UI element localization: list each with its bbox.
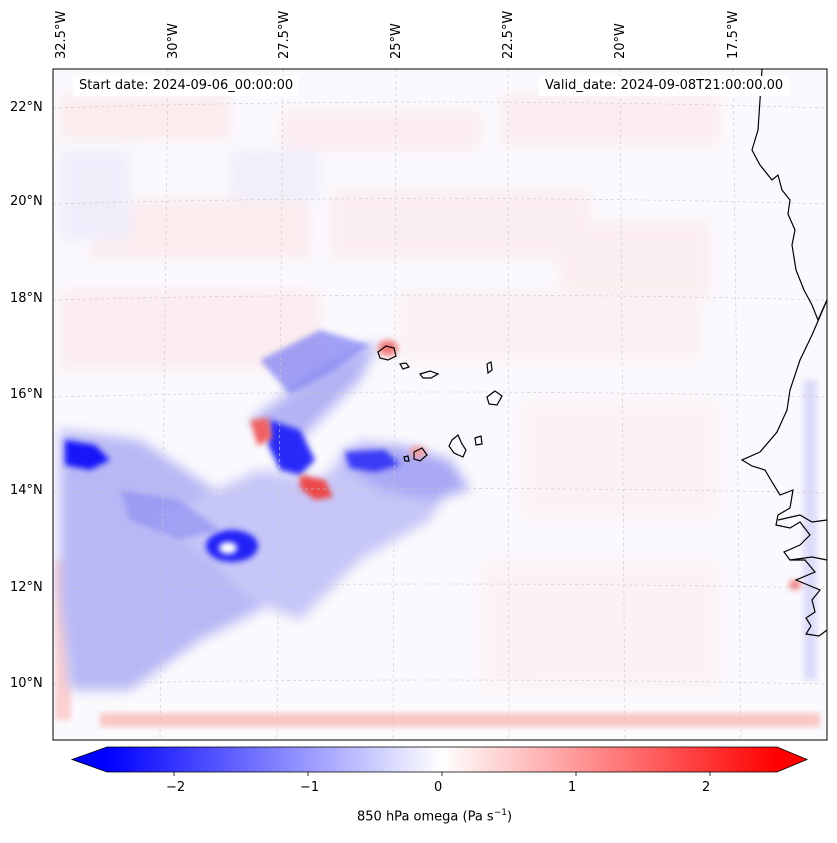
colorbar-label: 850 hPa omega (Pa s−1): [357, 808, 512, 824]
island-boa-vista: [486, 390, 503, 406]
colorbar-label-main: 850 hPa omega (Pa s: [357, 809, 494, 825]
gridline-lat-10: [53, 679, 827, 685]
island-fogo: [413, 447, 428, 462]
senegal-river-mouth: [777, 514, 828, 523]
gridline-lat-18: [53, 294, 827, 301]
gridline-lat-16: [53, 391, 827, 398]
gridline-lat-22: [53, 101, 827, 109]
valid-date-label: Valid_date: 2024-09-08T21:00:00.00: [539, 76, 790, 96]
island-sal: [486, 361, 493, 375]
start-date-label: Start date: 2024-09-06_00:00:00: [73, 76, 300, 96]
colorbar-tick-label: 2: [702, 780, 711, 795]
gridline-lat-12: [53, 583, 827, 589]
gridline-lon-22-5: [507, 69, 510, 740]
colorbar-extend-max: [777, 747, 807, 772]
lat-label-20n: 20°N: [10, 194, 43, 209]
colorbar-tick-label: 1: [568, 780, 577, 795]
island-brava: [403, 455, 410, 462]
colorbar-tick-label: 0: [434, 780, 443, 795]
colorbar: [70, 746, 809, 776]
colorbar-outline: [70, 746, 809, 773]
lon-label-20w: 20°W: [613, 23, 628, 59]
map-frame: [52, 68, 828, 741]
gridline-lon-25: [392, 69, 397, 740]
coastlines: [740, 68, 828, 637]
lon-label-27-5w: 27.5°W: [277, 10, 292, 59]
colorbar-gradient: [107, 747, 777, 772]
lat-label-12n: 12°N: [10, 580, 43, 595]
gridlines: [53, 69, 827, 740]
colorbar-label-close: ): [506, 809, 513, 825]
lat-label-10n: 10°N: [10, 676, 43, 691]
bottom-edge-band: [100, 713, 820, 727]
field-background-noise: [60, 95, 720, 690]
colorbar-tick-marks: [173, 772, 711, 776]
island-santo-antao: [377, 345, 397, 361]
map-panel: [52, 68, 828, 741]
africa-coastline-north: [751, 68, 828, 322]
island-santiago: [448, 434, 467, 458]
lat-label-18n: 18°N: [10, 291, 43, 306]
lon-label-17-5w: 17.5°W: [726, 10, 741, 59]
colorbar-tick-label: −2: [166, 780, 186, 795]
cape-verde-islands: [377, 345, 503, 462]
omega-field: [55, 95, 820, 727]
island-sao-vicente: [399, 362, 410, 370]
lon-label-30w: 30°W: [166, 23, 181, 59]
gridline-lat-14: [53, 488, 827, 494]
gridline-lon-27-5: [276, 69, 284, 740]
gridline-lon-17-5: [732, 69, 742, 740]
lat-label-22n: 22°N: [10, 100, 43, 115]
gambia-coast: [789, 556, 828, 561]
lon-label-25w: 25°W: [389, 23, 404, 59]
gridline-lon-30: [159, 69, 169, 740]
island-maio: [474, 435, 483, 446]
gridline-lon-20: [619, 69, 626, 740]
lat-label-16n: 16°N: [10, 387, 43, 402]
island-sao-nicolau: [419, 370, 440, 379]
colorbar-tick-label: −1: [300, 780, 320, 795]
blue-cores: [65, 330, 400, 562]
lat-label-14n: 14°N: [10, 483, 43, 498]
blue-region-southwest: [60, 340, 470, 690]
lon-label-22-5w: 22.5°W: [501, 10, 516, 59]
colorbar-label-unit-exponent: −1: [493, 808, 507, 818]
lon-label-32-5w: 32.5°W: [54, 10, 69, 59]
africa-coastline: [740, 299, 828, 637]
colorbar-extend-min: [72, 747, 107, 772]
gridline-lat-20: [53, 198, 827, 205]
